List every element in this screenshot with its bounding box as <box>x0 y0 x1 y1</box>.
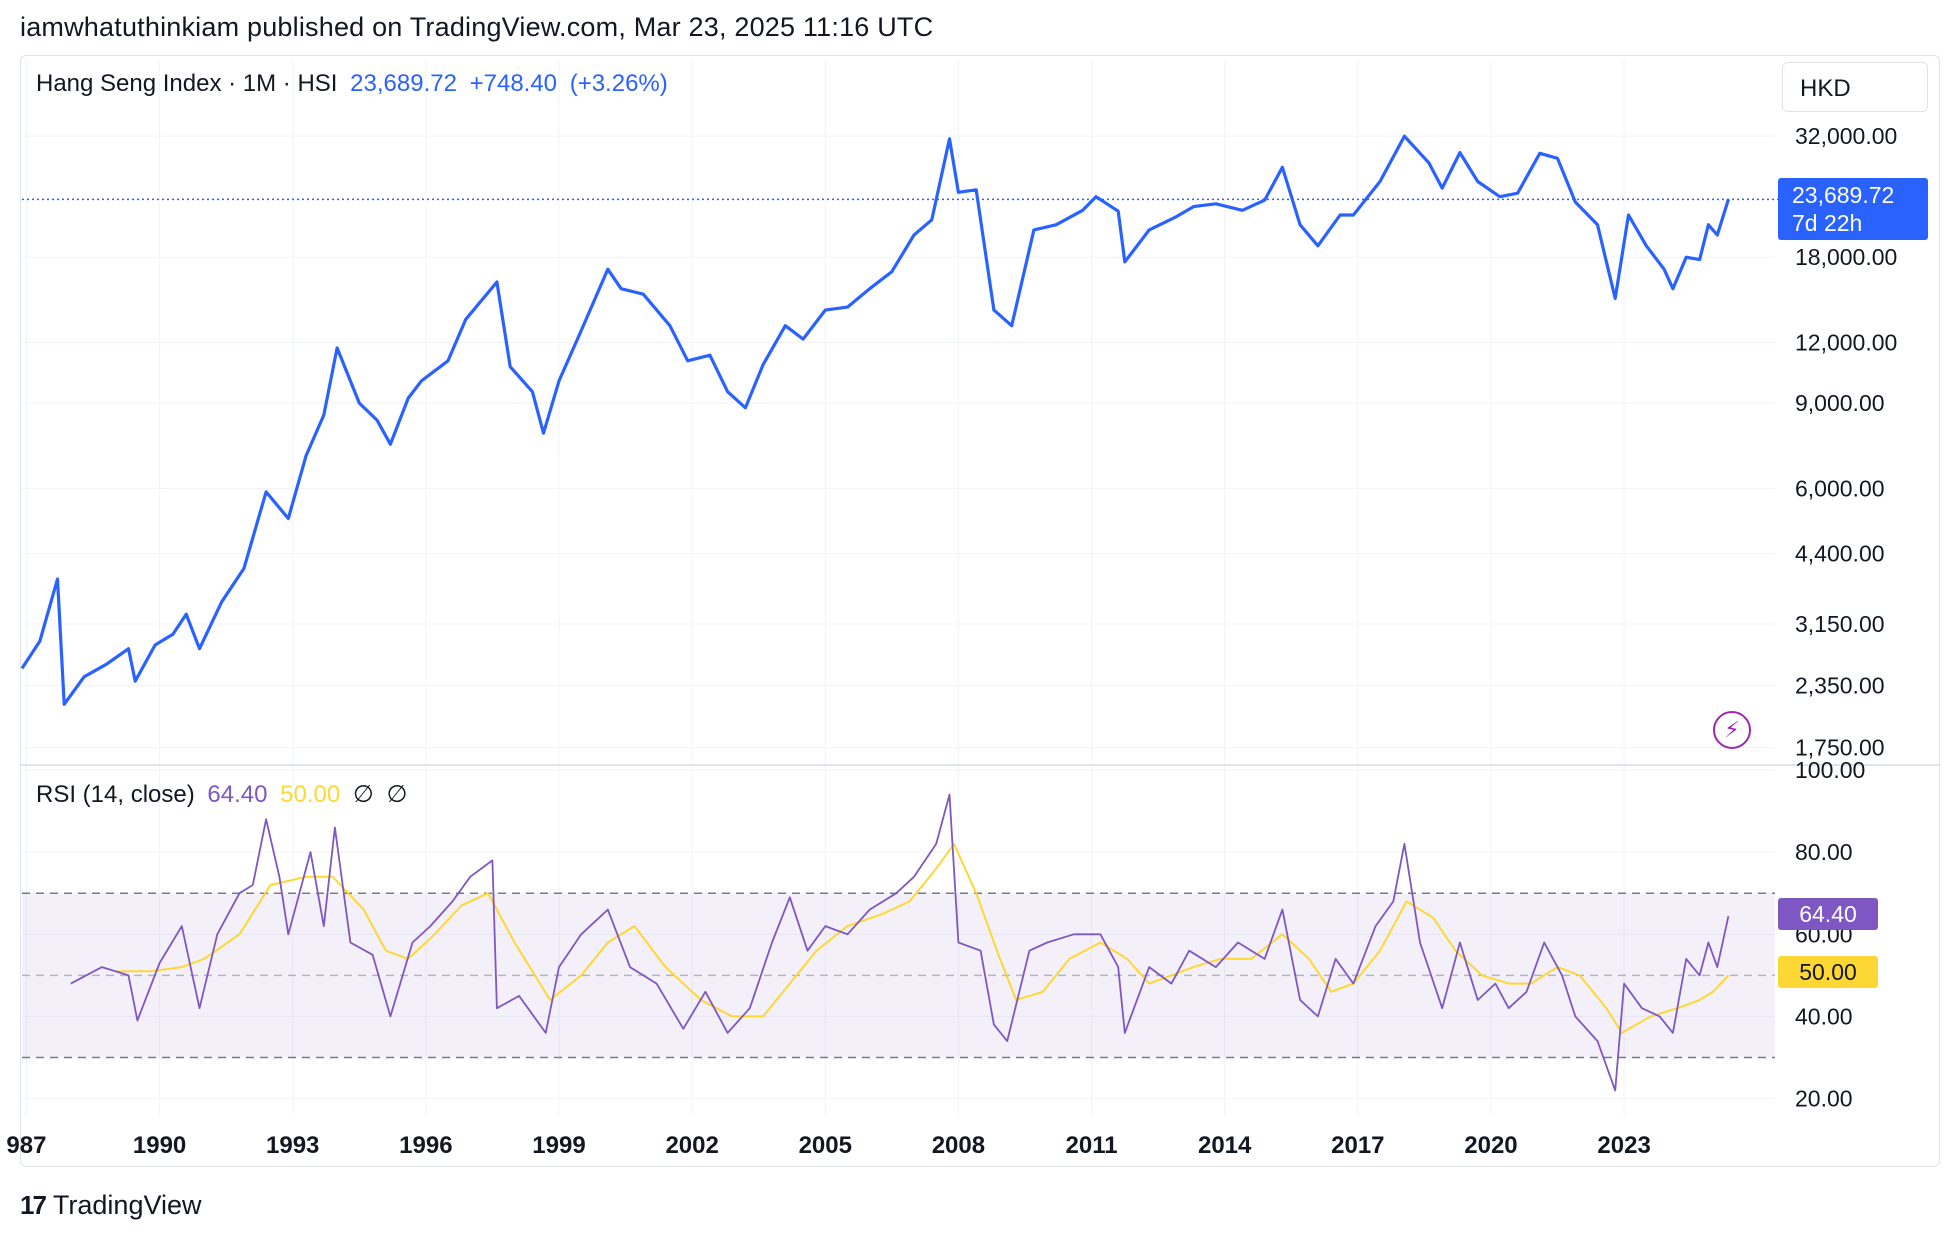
rsi-ma-line <box>115 842 1730 1034</box>
rsi-line <box>70 793 1730 1092</box>
rsi-legend[interactable]: RSI (14, close) 64.40 50.00 ∅ ∅ <box>36 780 413 809</box>
x-tick-label: 1993 <box>266 1132 319 1159</box>
chart-frame <box>20 55 1940 1167</box>
x-tick-label: 2005 <box>799 1132 852 1159</box>
grid-layer <box>20 60 1940 1115</box>
x-tick-label: 1999 <box>532 1132 585 1159</box>
x-tick-label: 2011 <box>1066 1132 1118 1159</box>
rsi-ma-value: 50.00 <box>280 781 341 808</box>
x-tick-label: 2014 <box>1198 1132 1252 1159</box>
tv-logo-icon: 17 <box>20 1190 47 1220</box>
currency-button[interactable]: HKD <box>1782 62 1928 112</box>
na-icon: ∅ <box>352 781 374 808</box>
rsi-tick-label: 20.00 <box>1795 1086 1853 1112</box>
rsi-value: 64.40 <box>207 781 268 808</box>
y-tick-label: 1,750.00 <box>1795 735 1885 761</box>
change-percent: (+3.26%) <box>569 70 668 97</box>
change-value: +748.40 <box>469 70 558 97</box>
rsi-tick-label: 100.00 <box>1795 757 1865 783</box>
price-value: 23,689.72 <box>350 70 457 97</box>
rsi-tick-label: 80.00 <box>1795 839 1853 865</box>
lightning-icon[interactable]: ⚡ <box>1713 711 1751 749</box>
y-tick-label: 3,150.00 <box>1795 611 1885 637</box>
y-tick-label: 6,000.00 <box>1795 475 1885 501</box>
axis-layer: 987 1990 1993 1996 1999 2002 2005 2008 2011 2014 2… <box>6 123 1897 1159</box>
main-legend[interactable]: Hang Seng Index · 1M · HSI 23,689.72 +74… <box>36 70 674 98</box>
x-tick-label: 2002 <box>665 1132 718 1159</box>
rsi-ma-value-tag: 50.00 <box>1778 956 1878 988</box>
publish-header: iamwhatuthinkiam published on TradingVie… <box>20 12 934 42</box>
y-tick-label: 32,000.00 <box>1795 123 1897 149</box>
x-tick-label: 987 <box>6 1132 46 1159</box>
series-layer <box>20 134 1730 1092</box>
y-tick-label: 4,400.00 <box>1795 541 1885 567</box>
brand-name: TradingView <box>52 1190 202 1220</box>
last-price-value: 23,689.72 <box>1792 182 1895 208</box>
y-tick-label: 12,000.00 <box>1795 330 1897 356</box>
x-tick-label: 2020 <box>1464 1132 1517 1159</box>
x-tick-label: 1996 <box>399 1132 452 1159</box>
x-tick-label: 1990 <box>133 1132 186 1159</box>
rsi-label[interactable]: RSI (14, close) <box>36 781 195 808</box>
x-tick-label: 2017 <box>1331 1132 1384 1159</box>
hsi-price-line <box>20 134 1730 706</box>
y-tick-label: 2,350.00 <box>1795 673 1885 699</box>
rsi-value-tag: 64.40 <box>1778 898 1878 930</box>
y-tick-label: 18,000.00 <box>1795 244 1897 270</box>
bar-countdown: 7d 22h <box>1792 210 1863 236</box>
na-icon: ∅ <box>386 781 408 808</box>
y-tick-label: 9,000.00 <box>1795 390 1885 416</box>
x-tick-label: 2023 <box>1597 1132 1650 1159</box>
last-price-tag: 23,689.72 7d 22h <box>1778 178 1928 240</box>
x-tick-label: 2008 <box>932 1132 985 1159</box>
rsi-tick-label: 40.00 <box>1795 1003 1853 1029</box>
tradingview-logo[interactable]: 17 TradingView <box>20 1190 202 1221</box>
chart-canvas[interactable]: 987 1990 1993 1996 1999 2002 2005 2008 2011 2014 2… <box>0 0 1950 1180</box>
symbol-label[interactable]: Hang Seng Index · 1M · HSI <box>36 70 338 97</box>
